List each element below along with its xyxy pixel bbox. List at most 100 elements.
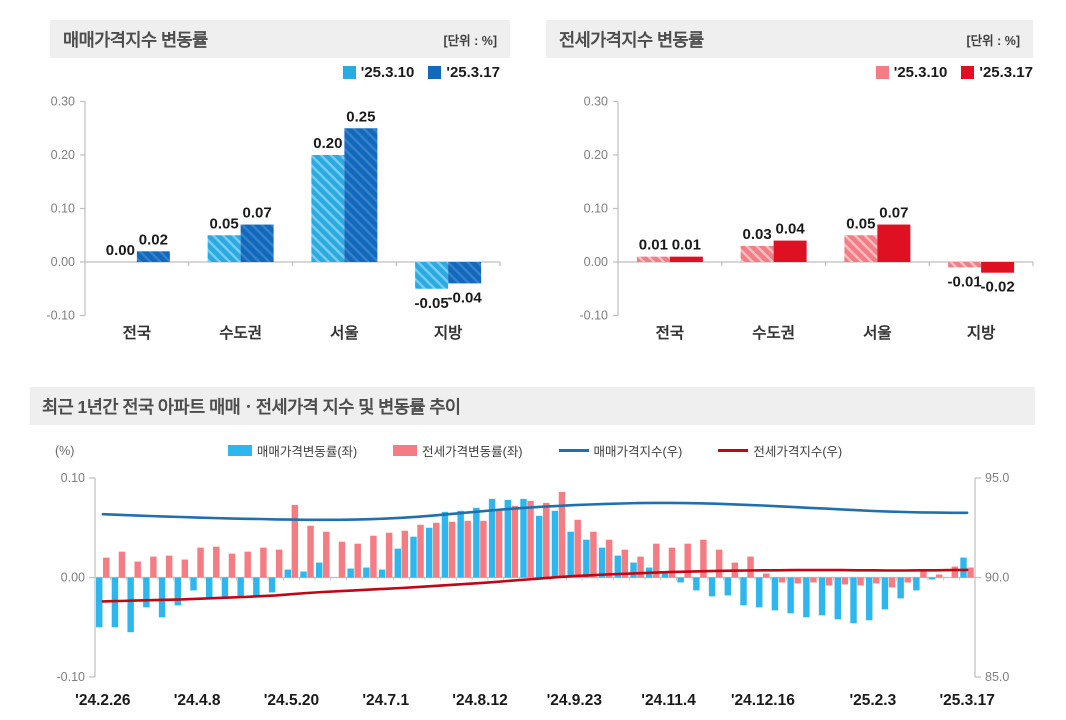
bar — [677, 577, 684, 583]
trend-legend-item-jeonse-index: 전세가격지수(우) — [718, 441, 842, 460]
svg-text:'24.7.1: '24.7.1 — [362, 692, 409, 709]
svg-text:0.20: 0.20 — [51, 148, 75, 162]
svg-text:'24.8.12: '24.8.12 — [452, 692, 507, 709]
bar — [385, 532, 393, 578]
trend-percent-unit-label: (%) — [55, 444, 75, 458]
bar — [307, 525, 314, 578]
bar — [810, 577, 817, 583]
bar — [844, 235, 878, 262]
svg-text:0.05: 0.05 — [210, 215, 239, 232]
bar — [960, 557, 967, 578]
bar — [527, 500, 534, 578]
bar — [394, 548, 402, 578]
bar — [520, 498, 527, 578]
sale-panel-header: 매매가격지수 변동률 [단위 : %] — [50, 20, 510, 58]
x-axis-labels: '24.2.26 '24.4.8 '24.5.20 '24.7.1 '24.8.12 '2… — [75, 692, 995, 709]
svg-text:0.01: 0.01 — [672, 237, 701, 254]
svg-text:'24.11.4: '24.11.4 — [641, 692, 696, 709]
svg-text:-0.10: -0.10 — [580, 309, 609, 323]
bar — [740, 245, 774, 262]
bar — [967, 567, 974, 578]
sale-panel-title: 매매가격지수 변동률 — [63, 29, 208, 50]
bar — [763, 573, 770, 578]
sale-legend-swatch-25-3-10-icon — [342, 65, 356, 79]
bar — [96, 577, 103, 628]
svg-text:-0.01: -0.01 — [948, 273, 982, 290]
bar — [150, 556, 157, 578]
svg-text:'24.2.26: '24.2.26 — [75, 692, 131, 709]
value-labels: 0.01 0.01 0.03 0.04 0.050.07 -0.01-0.02 — [639, 205, 1015, 296]
bar — [708, 577, 716, 597]
svg-text:수도권: 수도권 — [219, 323, 262, 342]
bar — [669, 256, 703, 262]
bar — [724, 577, 732, 596]
svg-text:-0.02: -0.02 — [981, 279, 1015, 296]
svg-text:0.03: 0.03 — [743, 226, 772, 243]
svg-text:0.01: 0.01 — [639, 237, 668, 254]
bar — [794, 577, 801, 584]
sale-bar-chart: 0.300.200.100.00-0.100.000.020.050.070.2… — [47, 95, 501, 342]
bar — [240, 224, 274, 262]
bar — [653, 543, 660, 578]
bar — [700, 539, 707, 578]
category-labels: 전국 수도권 서울 지방 — [123, 323, 464, 342]
svg-text:'24.9.23: '24.9.23 — [547, 692, 603, 709]
bar — [228, 553, 236, 578]
bars-group — [136, 128, 482, 289]
bar — [771, 577, 779, 611]
bar — [881, 577, 889, 610]
trend-section-title-band: 최근 1년간 전국 아파트 매매ㆍ전세가격 지수 및 변동률 추이 — [30, 387, 1035, 425]
bar — [118, 551, 126, 578]
svg-text:'24.12.16: '24.12.16 — [731, 692, 795, 709]
bar — [174, 577, 182, 606]
bar — [630, 562, 637, 578]
bar — [888, 577, 896, 588]
bar — [614, 555, 622, 578]
svg-text:전국: 전국 — [656, 324, 685, 342]
bar — [488, 498, 496, 578]
trend-legend-label-jeonse-index: 전세가격지수(우) — [753, 444, 843, 459]
svg-text:-0.10: -0.10 — [57, 670, 86, 684]
bar — [857, 577, 864, 586]
svg-text:0.20: 0.20 — [313, 135, 342, 152]
svg-text:0.30: 0.30 — [584, 95, 608, 109]
sale-legend: '25.3.10 '25.3.17 — [0, 62, 500, 82]
jeonse-index-line-swatch-icon — [718, 448, 749, 452]
bar — [661, 572, 669, 578]
jeonse-legend-label-25-3-17: '25.3.17 — [979, 63, 1033, 81]
svg-text:전국: 전국 — [123, 324, 152, 342]
svg-text:0.04: 0.04 — [776, 221, 806, 238]
bar — [684, 543, 691, 578]
bar — [913, 577, 920, 591]
bar — [457, 510, 464, 578]
svg-text:0.05: 0.05 — [846, 215, 875, 232]
bar — [668, 547, 676, 578]
svg-text:0.00: 0.00 — [61, 571, 85, 585]
bar — [928, 577, 936, 580]
jeonse-bar-chart: 0.300.200.100.00-0.100.01 0.010.03 0.04 0.0… — [580, 95, 1034, 342]
bar — [866, 577, 873, 621]
sale-legend-label-25-3-10: '25.3.10 — [360, 63, 415, 81]
svg-text:수도권: 수도권 — [752, 323, 795, 342]
bar — [473, 507, 480, 578]
sale-unit-label: [단위 : %] — [443, 33, 497, 48]
bar — [291, 504, 299, 578]
axes: 0.30 0.20 0.10 0.00 -0.10 — [47, 95, 501, 323]
svg-text:0.30: 0.30 — [51, 95, 75, 109]
svg-text:0.00: 0.00 — [584, 255, 608, 269]
bar — [558, 491, 566, 578]
bar — [275, 549, 283, 578]
bar — [190, 577, 197, 591]
bar — [316, 562, 323, 578]
sale-legend-item-25-3-10: '25.3.10 — [342, 63, 415, 81]
bar — [590, 531, 597, 578]
bar — [143, 577, 150, 608]
category-labels: 전국 수도권 서울 지방 — [656, 323, 997, 342]
sale-change-bar-swatch-icon — [227, 444, 252, 456]
bar — [448, 262, 482, 284]
trend-legend: 매매가격변동률(좌) 전세가격변동률(좌) 매매가격지수(우) 전세가격지수(우… — [95, 440, 975, 460]
svg-text:0.20: 0.20 — [584, 148, 608, 162]
trend-legend-item-sale-change: 매매가격변동률(좌) — [227, 441, 357, 460]
svg-text:0.07: 0.07 — [879, 205, 908, 222]
